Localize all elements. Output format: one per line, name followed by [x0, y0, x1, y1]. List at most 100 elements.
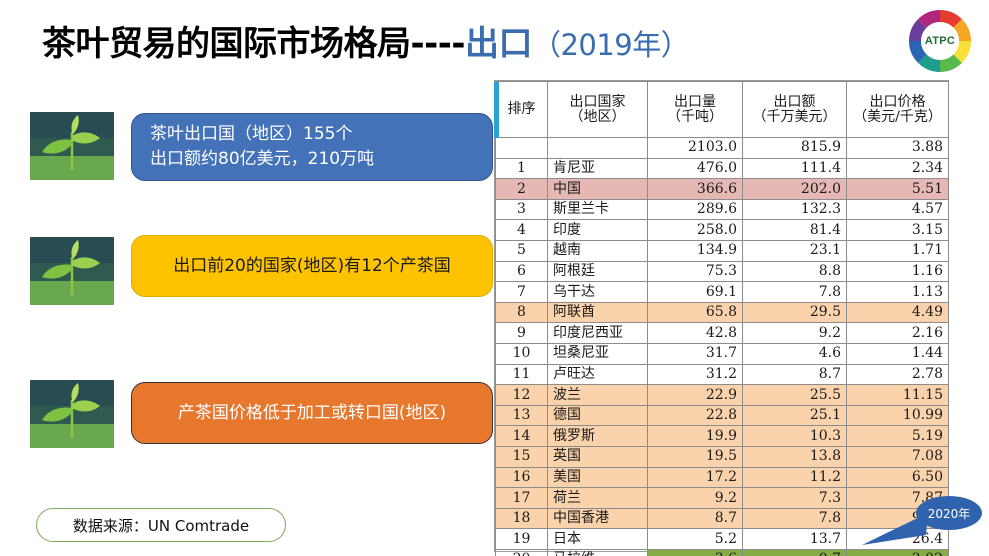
cell-volume: 69.1 — [647, 281, 743, 303]
cell-rank: 6 — [495, 260, 548, 283]
cell-volume: 9.2 — [647, 487, 743, 509]
cell-country: 马拉维 — [547, 548, 648, 556]
cell-country: 英国 — [547, 445, 648, 468]
tea-leaf-icon — [30, 112, 114, 180]
table-row: 13 德国 22.8 25.1 10.99 — [495, 404, 949, 427]
cell-volume: 19.5 — [647, 445, 743, 468]
title-segment-year: （2019年） — [531, 28, 690, 62]
cell-country: 阿根廷 — [547, 260, 648, 283]
cell-price: 2.34 — [846, 157, 949, 180]
cell-volume: 31.2 — [647, 363, 743, 386]
cell-price: 4.49 — [846, 301, 949, 324]
callout-blue-line2: 出口额约80亿美元，210万吨 — [150, 149, 375, 169]
callout-exporters-summary: 茶叶出口国（地区）155个 出口额约80亿美元，210万吨 — [131, 113, 493, 181]
cell-price: 6.50 — [846, 466, 949, 489]
cell-country: 卢旺达 — [547, 363, 648, 386]
atpc-logo: ATPC — [903, 4, 977, 78]
title-segment-black: 茶叶贸易的国际市场格局---- — [42, 24, 465, 64]
cell-country: 坦桑尼亚 — [547, 342, 648, 365]
cell-volume: 31.7 — [647, 342, 743, 365]
cell-price: 5.51 — [846, 178, 949, 200]
cell-country: 乌干达 — [547, 281, 648, 303]
cell-value: 25.1 — [742, 404, 847, 427]
cell-value: 815.9 — [742, 137, 847, 159]
cell-price: 7.08 — [846, 445, 949, 468]
cell-value: 8.7 — [742, 363, 847, 386]
table-row: 8 阿联酋 65.8 29.5 4.49 — [495, 301, 949, 324]
cell-rank: 16 — [495, 466, 548, 489]
cell-volume: 22.9 — [647, 384, 743, 406]
cell-value: 132.3 — [742, 198, 847, 221]
cell-country: 阿联酋 — [547, 301, 648, 324]
cell-country: 印度尼西亚 — [547, 322, 648, 344]
cell-value: 111.4 — [742, 157, 847, 180]
cell-volume: 22.8 — [647, 404, 743, 427]
cell-volume: 65.8 — [647, 301, 743, 324]
cell-volume: 476.0 — [647, 157, 743, 180]
cell-price: 11.15 — [846, 384, 949, 406]
cell-volume: 42.8 — [647, 322, 743, 344]
cell-price: 3.15 — [846, 219, 949, 241]
cell-price: 1.16 — [846, 260, 949, 283]
cell-rank: 10 — [495, 342, 548, 365]
cell-rank: 14 — [495, 425, 548, 447]
table-row: 17 荷兰 9.2 7.3 7.87 — [495, 487, 949, 509]
cell-rank: 2 — [495, 178, 548, 200]
year-2020-callout[interactable]: 2020年 — [916, 496, 982, 530]
cell-rank: 3 — [495, 198, 548, 221]
tea-leaf-image-3 — [30, 380, 114, 448]
callout-price-comparison: 产茶国价格低于加工或转口国(地区) — [131, 382, 493, 444]
atpc-logo-text: ATPC — [924, 35, 956, 47]
cell-country: 印度 — [547, 219, 648, 241]
table-row: 20马拉维3.60.72.02 — [495, 548, 949, 556]
table-row: 9 印度尼西亚 42.8 9.2 2.16 — [495, 322, 949, 344]
cell-country: 肯尼亚 — [547, 157, 648, 180]
table-header: 排序 出口国家 （地区） 出口量 （千吨） 出口额 （千万美元） — [495, 81, 949, 138]
table-row: 14 俄罗斯 19.9 10.3 5.19 — [495, 425, 949, 447]
cell-rank: 19 — [495, 528, 548, 550]
table-row: 12 波兰 22.9 25.5 11.15 — [495, 384, 949, 406]
cell-rank: 18 — [495, 507, 548, 530]
cell-rank: 11 — [495, 363, 548, 386]
cell-value: 4.6 — [742, 342, 847, 365]
cell-rank — [495, 137, 548, 159]
export-data-table: 排序 出口国家 （地区） 出口量 （千吨） 出口额 （千万美元） — [495, 81, 949, 556]
cell-country: 美国 — [547, 466, 648, 489]
cell-rank: 13 — [495, 404, 548, 427]
atpc-swirl-icon — [909, 10, 971, 72]
cell-rank: 9 — [495, 322, 548, 344]
cell-rank: 15 — [495, 445, 548, 468]
tea-leaf-image-1 — [30, 112, 114, 180]
cell-volume: 3.6 — [647, 548, 743, 556]
cell-rank: 5 — [495, 239, 548, 262]
cell-country: 俄罗斯 — [547, 425, 648, 447]
cell-price: 4.57 — [846, 198, 949, 221]
col-header-country: 出口国家 （地区） — [547, 81, 648, 138]
cell-value: 9.2 — [742, 322, 847, 344]
cell-volume: 5.2 — [647, 528, 743, 550]
cell-value: 7.8 — [742, 507, 847, 530]
cell-volume: 75.3 — [647, 260, 743, 283]
cell-country: 中国香港 — [547, 507, 648, 530]
cell-value: 13.8 — [742, 445, 847, 468]
title-segment-blue: 出口 — [464, 24, 533, 64]
cell-country: 日本 — [547, 528, 648, 550]
cell-value: 0.7 — [742, 548, 847, 556]
callout-top20-producers: 出口前20的国家(地区)有12个产茶国 — [131, 235, 493, 297]
cell-volume: 8.7 — [647, 507, 743, 530]
cell-rank: 12 — [495, 384, 548, 406]
table-row: 6 阿根廷 75.3 8.8 1.16 — [495, 260, 949, 283]
cell-price: 2.78 — [846, 363, 949, 386]
table-header-accent-bar — [494, 82, 499, 138]
callout-yellow-line1: 出口前20的国家(地区)有12个产茶国 — [173, 255, 451, 276]
cell-rank: 17 — [495, 487, 548, 509]
cell-value: 81.4 — [742, 219, 847, 241]
table-row: 1 肯尼亚 476.0 111.4 2.34 — [495, 157, 949, 180]
speech-bubble-tail — [862, 513, 928, 545]
cell-country: 波兰 — [547, 384, 648, 406]
table-row: 5 越南 134.9 23.1 1.71 — [495, 239, 949, 262]
col-header-rank: 排序 — [495, 81, 548, 138]
cell-value: 202.0 — [742, 178, 847, 200]
data-source-badge: 数据来源：UN Comtrade — [36, 508, 286, 542]
col-header-price: 出口价格 （美元/千克） — [846, 81, 949, 138]
